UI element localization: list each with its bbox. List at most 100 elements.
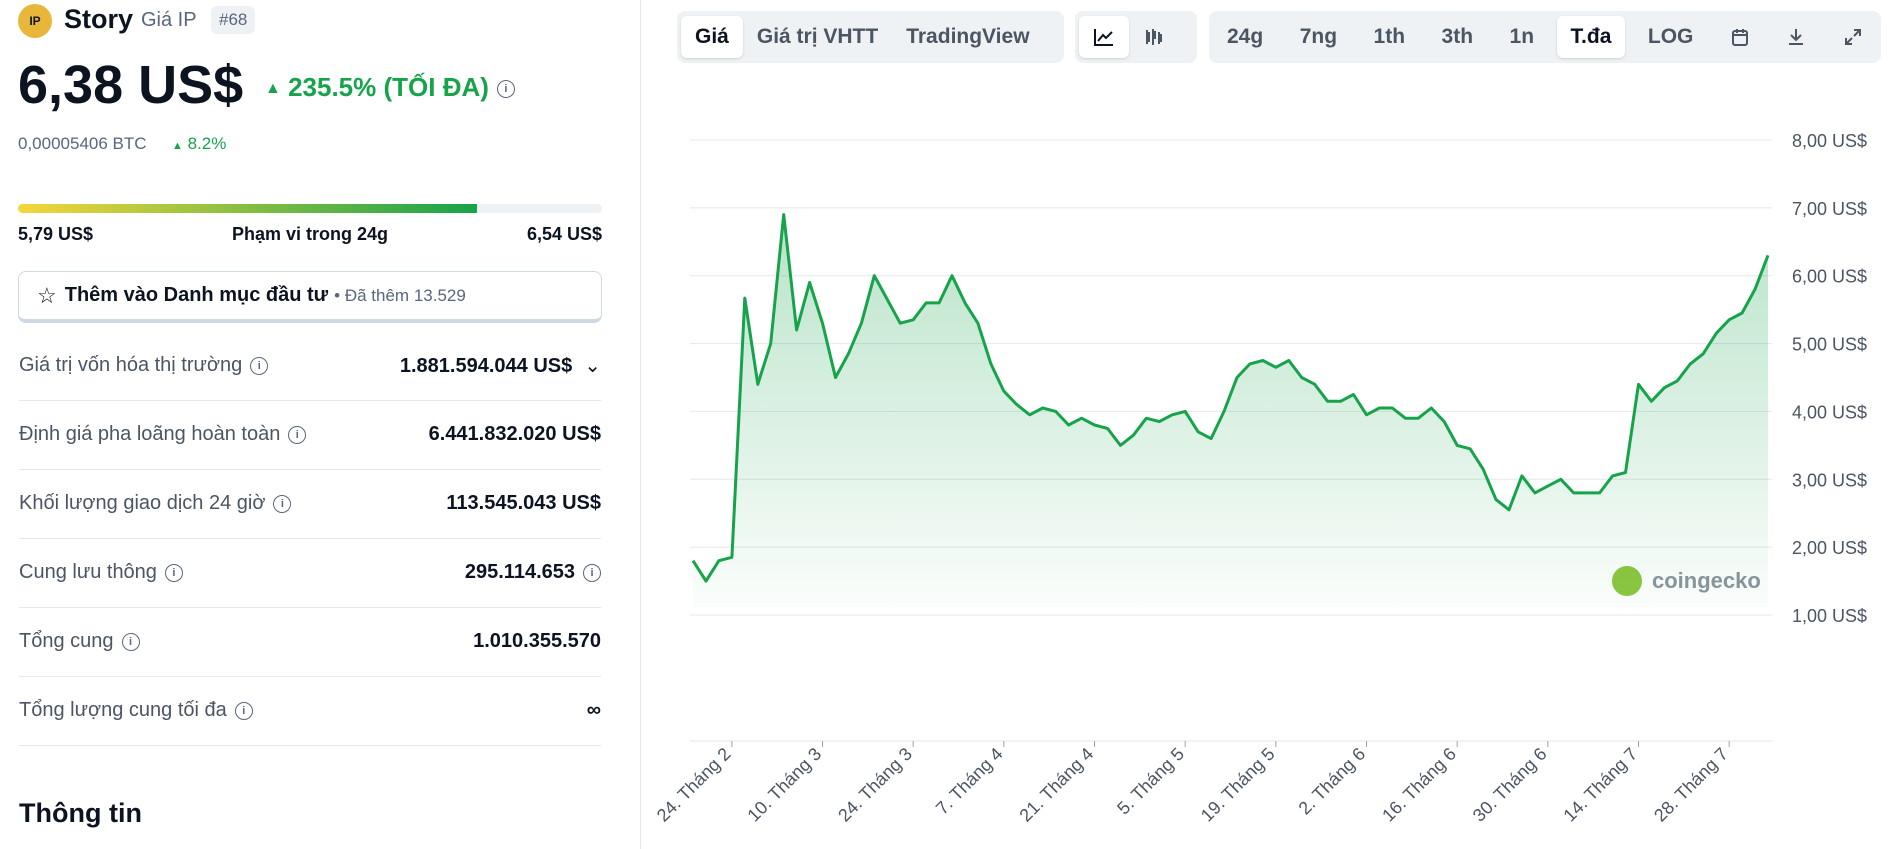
range-tab[interactable]: 24g: [1227, 25, 1264, 48]
range-label: Phạm vi trong 24g: [232, 224, 389, 244]
info-icon[interactable]: i: [164, 563, 183, 582]
stat-row: Tổng cung i 1.010.355.570: [19, 607, 601, 677]
info-heading: Thông tin: [19, 798, 142, 828]
stat-value: ∞: [587, 699, 601, 722]
range-tabs: 24g 7ng 1th 3th 1n T.đa LOG: [1209, 11, 1881, 63]
stat-label-text: Tổng cung: [19, 630, 114, 652]
stat-value: 295.114.653 i: [465, 561, 601, 584]
line-icon: [1094, 29, 1113, 46]
info-icon[interactable]: i: [273, 494, 292, 513]
rank-badge: #68: [211, 6, 256, 34]
fullscreen-button[interactable]: [1829, 16, 1877, 58]
fullscreen-icon: [1844, 29, 1861, 45]
x-tick-label: 7. Tháng 4: [932, 744, 1007, 819]
x-tick-label: 14. Tháng 7: [1559, 744, 1641, 826]
y-tick-label: 1,00 US$: [1792, 606, 1867, 626]
stat-row: Giá trị vốn hóa thị trường i 1.881.594.044…: [19, 331, 601, 401]
x-tick-label: 21. Tháng 4: [1015, 744, 1097, 826]
price-line: [691, 213, 1770, 583]
stat-row: Cung lưu thông i 295.114.653 i: [19, 538, 601, 608]
watchlist-text: Thêm vào Danh mục đầu tư: [64, 284, 329, 306]
x-tick-label: 24. Tháng 2: [653, 744, 735, 826]
range-fill: [18, 204, 478, 213]
x-tick-label: 30. Tháng 6: [1469, 744, 1551, 826]
y-tick-label: 4,00 US$: [1792, 402, 1867, 422]
x-tick-label: 19. Tháng 5: [1197, 744, 1279, 826]
stat-value: 6.441.832.020 US$: [429, 423, 601, 446]
stat-label: Định giá pha loãng hoàn toàn i: [19, 423, 307, 446]
range-tab[interactable]: T.đa: [1556, 16, 1626, 58]
range-tab[interactable]: 3th: [1441, 25, 1474, 48]
star-icon: ☆: [37, 282, 57, 308]
stat-value-text: 113.545.043 US$: [446, 492, 601, 514]
view-tab[interactable]: TradingView: [906, 25, 1030, 48]
chart-type-tabs: [1075, 11, 1197, 63]
range-tab[interactable]: 7ng: [1299, 25, 1338, 48]
divider: [640, 0, 641, 849]
view-tab[interactable]: Giá trị VHTT: [756, 25, 879, 48]
y-tick-label: 2,00 US$: [1792, 538, 1867, 558]
calendar-icon: [1731, 29, 1748, 46]
watchlist-button[interactable]: ☆ Thêm vào Danh mục đầu tư • Đã thêm 13.52…: [18, 271, 602, 323]
info-icon[interactable]: i: [288, 425, 307, 444]
btc-price: 0,00005406 BTC: [18, 134, 147, 153]
x-tick-label: 2. Tháng 6: [1295, 744, 1370, 819]
line-chart-button[interactable]: [1079, 16, 1129, 58]
watchlist-count: • Đã thêm 13.529: [334, 285, 466, 305]
download-button[interactable]: [1772, 16, 1820, 58]
info-icon[interactable]: i: [583, 563, 601, 582]
price-change-text: 235.5% (TỐI ĐA): [288, 72, 489, 102]
range-high: 6,54 US$: [526, 224, 602, 244]
stat-label-text: Giá trị vốn hóa thị trường: [19, 354, 243, 376]
info-icon[interactable]: i: [121, 632, 140, 651]
y-tick-label: 5,00 US$: [1792, 335, 1867, 355]
x-tick-label: 5. Tháng 5: [1113, 744, 1188, 819]
info-icon[interactable]: i: [234, 701, 253, 720]
x-tick-label: 24. Tháng 3: [834, 744, 916, 826]
range-low: 5,79 US$: [18, 224, 94, 244]
x-tick-label: 16. Tháng 6: [1378, 744, 1460, 826]
coin-symbol: Giá IP: [141, 9, 197, 31]
x-tick-label: 10. Tháng 3: [743, 744, 825, 826]
download-icon: [1789, 29, 1804, 45]
stat-label-text: Cung lưu thông: [19, 561, 157, 583]
range-bar: [18, 204, 602, 213]
stat-value-text: 295.114.653: [464, 561, 575, 583]
range-tab[interactable]: LOG: [1647, 25, 1694, 48]
stat-label-text: Khối lượng giao dịch 24 giờ: [19, 492, 266, 514]
price: 6,38 US$: [18, 55, 244, 115]
stat-value-text: ∞: [586, 699, 601, 721]
view-tab[interactable]: Giá: [681, 16, 743, 58]
calendar-button[interactable]: [1716, 16, 1764, 58]
range-tab[interactable]: 1n: [1509, 25, 1535, 48]
watermark: coingecko: [1652, 568, 1761, 593]
price-change: ▲ 235.5% (TỐI ĐA) i: [265, 72, 515, 103]
coin-name: Story: [64, 4, 134, 34]
stat-value: 1.881.594.044 US$ ⌄: [400, 353, 601, 378]
y-tick-label: 6,00 US$: [1792, 267, 1867, 287]
x-tick-label: 28. Tháng 7: [1650, 744, 1732, 826]
up-arrow: ▲: [265, 80, 281, 98]
candle-chart-button[interactable]: [1129, 16, 1179, 58]
range-tab[interactable]: 1th: [1373, 25, 1406, 48]
watermark-logo: [1612, 566, 1642, 596]
stat-row: Định giá pha loãng hoàn toàn i 6.441.832.0…: [19, 400, 601, 470]
info-icon[interactable]: i: [496, 80, 515, 99]
stat-value: 113.545.043 US$: [446, 492, 601, 515]
stat-label: Tổng cung i: [19, 630, 140, 653]
watchlist-count-text: Đã thêm 13.529: [344, 285, 466, 305]
coin-logo: IP: [18, 4, 52, 38]
info-icon[interactable]: i: [250, 356, 269, 375]
chevron: ⌄: [584, 355, 601, 377]
stat-value-text: 1.881.594.044 US$: [399, 355, 573, 377]
area: [693, 214, 1768, 607]
stat-label-text: Tổng lượng cung tối đa: [19, 699, 227, 721]
btc-change: ▲ 8.2%: [172, 134, 227, 153]
stat-label: Khối lượng giao dịch 24 giờ i: [19, 492, 292, 515]
stat-row: Tổng lượng cung tối đa i ∞: [19, 676, 601, 746]
y-tick-label: 8,00 US$: [1792, 131, 1867, 151]
view-tabs: Giá Giá trị VHTT TradingView: [677, 11, 1064, 63]
stat-value-text: 1.010.355.570: [473, 630, 601, 652]
stat-label-text: Định giá pha loãng hoàn toàn: [19, 423, 281, 445]
